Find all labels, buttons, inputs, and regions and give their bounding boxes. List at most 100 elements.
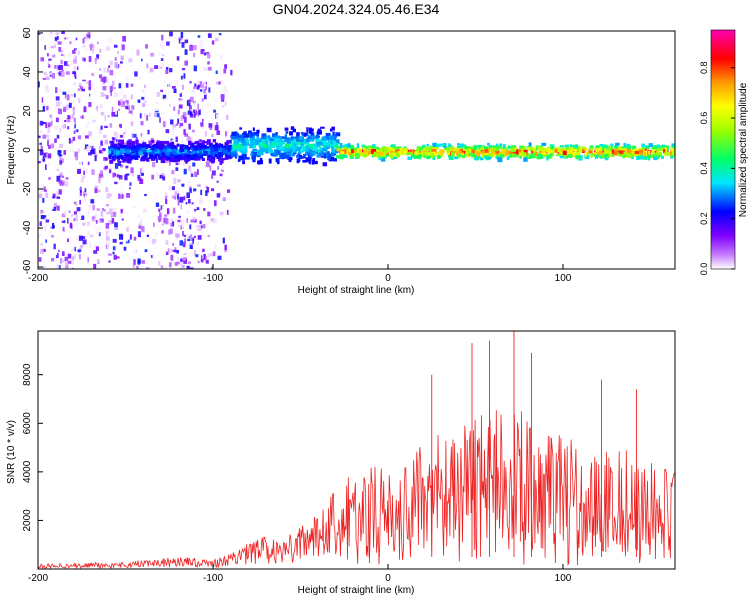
heatmap-cell	[39, 150, 44, 156]
heatmap-cell	[56, 134, 60, 139]
heatmap-cell	[608, 146, 612, 151]
heatmap-cell	[127, 125, 132, 129]
heatmap-cell	[347, 143, 351, 148]
heatmap-cell	[192, 238, 194, 245]
heatmap-cell	[316, 152, 321, 158]
heatmap-cell	[278, 138, 282, 142]
heatmap-cell	[598, 151, 603, 155]
heatmap-cell	[52, 196, 55, 199]
heatmap-cell	[58, 101, 62, 104]
heatmap-cell	[169, 160, 171, 166]
heatmap-cell	[92, 216, 95, 220]
heatmap-cell	[178, 215, 181, 218]
heatmap-cell	[508, 150, 513, 155]
heatmap-cell	[264, 140, 269, 146]
heatmap-cell	[167, 84, 170, 87]
heatmap-cell	[193, 112, 196, 118]
heatmap-cell	[108, 198, 112, 202]
heatmap-cell	[296, 158, 300, 164]
heatmap-cell	[423, 154, 426, 159]
heatmap-cell	[126, 140, 131, 145]
heatmap-cell	[165, 157, 169, 161]
heatmap-cell	[455, 149, 460, 155]
heatmap-cell	[259, 159, 264, 165]
heatmap-cell	[98, 75, 101, 82]
heatmap-cell	[130, 60, 134, 65]
heatmap-cell	[259, 147, 264, 153]
heatmap-cell	[272, 141, 275, 145]
heatmap-cell	[317, 128, 321, 134]
heatmap-cell	[149, 154, 153, 160]
heatmap-cell	[217, 255, 222, 260]
heatmap-cell	[140, 121, 144, 126]
heatmap-cell	[557, 150, 561, 155]
heatmap-cell	[85, 135, 89, 139]
heatmap-cell	[284, 147, 287, 153]
heatmap-cell	[39, 120, 44, 126]
heatmap-cell	[146, 234, 150, 237]
heatmap-cell	[499, 143, 502, 147]
heatmap-cell	[90, 149, 94, 154]
heatmap-cell	[223, 174, 227, 179]
heatmap-cell	[311, 135, 315, 141]
heatmap-cell	[38, 234, 42, 237]
heatmap-cell	[257, 160, 262, 165]
heatmap-cell	[82, 46, 85, 49]
heatmap-cell	[304, 151, 309, 156]
heatmap-cell	[45, 239, 47, 243]
heatmap-cell	[177, 256, 179, 262]
heatmap-cell	[336, 148, 340, 152]
heatmap-cell	[164, 205, 169, 209]
heatmap-cell	[178, 98, 183, 101]
heatmap-cell	[435, 144, 441, 147]
heatmap-cell	[202, 81, 206, 87]
heatmap-cell	[293, 138, 296, 144]
heatmap-cell	[173, 106, 176, 111]
heatmap-cell	[89, 234, 94, 238]
heatmap-cell	[178, 38, 181, 44]
heatmap-cell	[70, 140, 73, 143]
heatmap-cell	[129, 234, 132, 240]
heatmap-cell	[75, 155, 79, 161]
heatmap-cell	[274, 149, 278, 153]
heatmap-cell	[107, 77, 109, 83]
heatmap-cell	[211, 183, 216, 189]
heatmap-cell	[91, 72, 95, 77]
heatmap-cell	[63, 134, 66, 138]
figure-title: GN04.2024.324.05.46.E34	[273, 1, 440, 17]
heatmap-cell	[495, 154, 501, 160]
heatmap-cell	[184, 133, 189, 137]
heatmap-cell	[57, 264, 61, 269]
heatmap-cell	[54, 106, 58, 111]
heatmap-cell	[410, 152, 414, 155]
heatmap-cell	[159, 41, 164, 48]
heatmap-cell	[47, 140, 49, 146]
heatmap-cell	[42, 266, 46, 269]
heatmap-cell	[56, 205, 60, 211]
heatmap-cell	[641, 146, 645, 151]
heatmap-cell	[186, 158, 191, 162]
heatmap-cell	[58, 89, 63, 93]
heatmap-cell	[280, 149, 284, 152]
heatmap-cell	[214, 200, 217, 207]
heatmap-cell	[241, 145, 245, 149]
heatmap-cell	[211, 134, 214, 138]
heatmap-cell	[71, 248, 74, 252]
heatmap-cell	[45, 130, 49, 135]
heatmap-cell	[96, 231, 100, 235]
heatmap-cell	[158, 51, 162, 55]
heatmap-cell	[652, 152, 657, 156]
heatmap-cell	[252, 145, 256, 148]
heatmap-cell	[429, 148, 432, 153]
heatmap-cell	[538, 150, 542, 154]
heatmap-cell	[187, 199, 191, 204]
heatmap-cell	[515, 149, 519, 155]
heatmap-cell	[444, 146, 449, 151]
heatmap-cell	[80, 245, 84, 248]
heatmap-cell	[618, 150, 624, 155]
heatmap-cell	[98, 150, 102, 154]
heatmap-cell	[103, 67, 106, 73]
heatmap-cell	[183, 168, 187, 175]
heatmap-cell	[86, 37, 90, 43]
heatmap-cell	[191, 89, 196, 93]
